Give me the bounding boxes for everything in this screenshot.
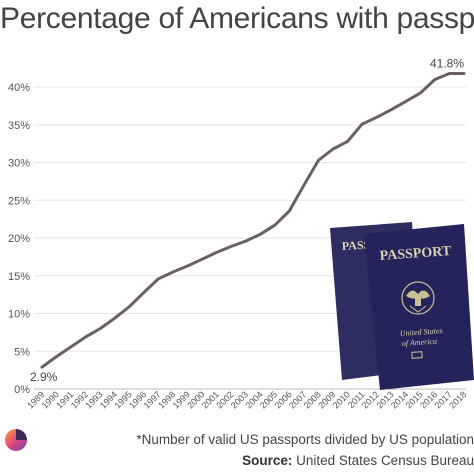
data-point [201,258,203,260]
data-point [259,233,262,236]
y-tick-label: 25% [8,195,30,207]
data-point [404,100,407,103]
y-tick-label: 35% [8,120,30,132]
data-point [419,92,422,94]
data-point [113,317,116,319]
data-point [288,210,291,212]
biometric-chip-icon [411,351,423,359]
data-point [463,72,465,75]
data-point [99,327,102,330]
front-passport-subtitle-2: of America [402,337,438,348]
x-tick-label: 2018 [447,389,468,410]
data-point [186,265,189,267]
eagle-seal-icon [401,281,435,315]
series-line [40,72,466,369]
data-point [157,278,160,280]
data-label: 2.9% [30,370,58,384]
data-point [448,72,451,75]
data-point [143,291,145,294]
source-line: Source: United States Census Bureau [242,453,474,468]
data-label: 41.8% [430,57,464,71]
source-label: Source: [242,453,293,468]
y-tick-label: 15% [8,271,30,283]
y-tick-label: 10% [8,309,30,321]
data-point [70,345,72,348]
data-point [230,245,232,248]
data-point [346,140,349,143]
data-point [332,148,334,150]
y-tick-label: 0% [14,384,30,396]
data-point [41,366,43,368]
source-text: United States Census Bureau [296,453,474,468]
front-passport-subtitle-1: United States [400,326,443,338]
data-point [128,305,131,308]
data-point [303,184,305,187]
data-point [317,159,320,162]
data-point [434,78,436,81]
y-tick-label: 5% [14,346,30,358]
footnote: *Number of valid US passports divided by… [136,432,474,447]
front-passport-title: PASSPORT [379,244,452,264]
data-point [84,336,87,338]
data-point [274,224,276,227]
data-point [215,251,218,254]
front-passport: PASSPORT United States of America [364,224,474,390]
y-tick-label: 40% [8,82,30,94]
y-tick-label: 20% [8,233,30,245]
brand-logo-icon [5,429,27,451]
data-point [361,123,363,125]
data-point [55,355,58,358]
data-point [375,116,378,119]
data-point [390,108,393,111]
data-point [244,240,247,242]
data-point [172,271,174,273]
chart-title: Percentage of Americans with passports [0,2,474,35]
passport-illustration: PASSPORT PASSPORT United States of Ameri… [330,222,474,390]
y-tick-label: 30% [8,158,30,170]
